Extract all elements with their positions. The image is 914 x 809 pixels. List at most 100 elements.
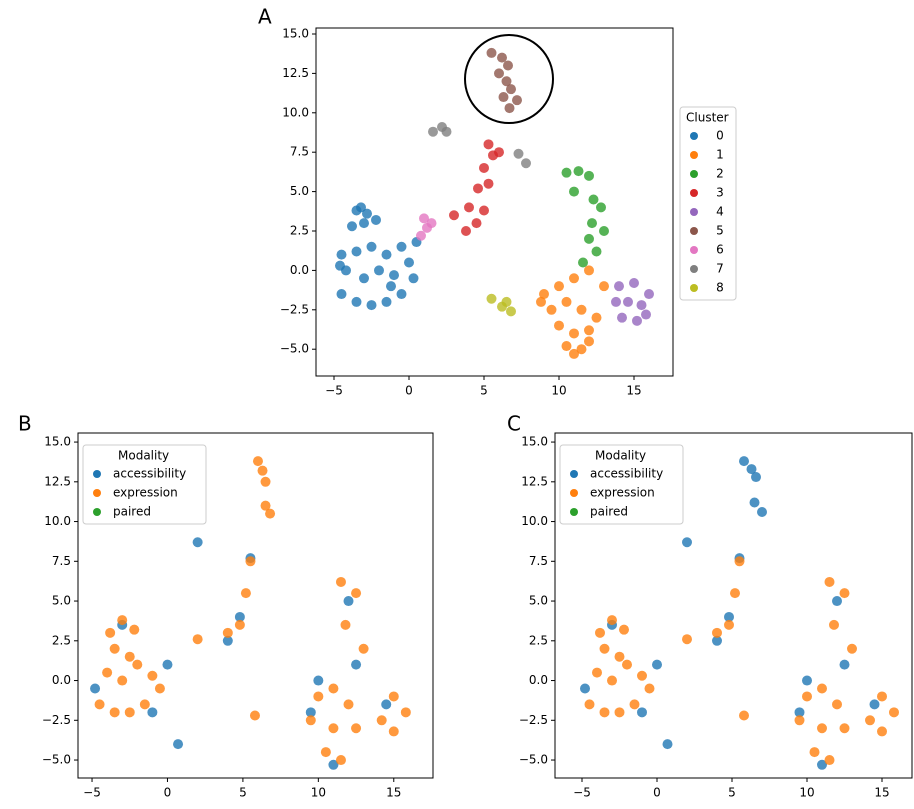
point bbox=[599, 643, 610, 654]
legend-label: expression bbox=[590, 486, 655, 500]
x-tick-label: 10 bbox=[311, 786, 326, 800]
point bbox=[356, 202, 366, 213]
point bbox=[829, 619, 839, 630]
point bbox=[366, 241, 377, 252]
y-tick-label: 10.0 bbox=[44, 514, 71, 528]
y-tick-label: 15.0 bbox=[282, 26, 309, 40]
point bbox=[426, 218, 437, 229]
x-tick-label: 15 bbox=[626, 384, 641, 398]
point bbox=[584, 233, 594, 244]
point bbox=[473, 183, 483, 194]
x-tick-label: 0 bbox=[653, 786, 661, 800]
point bbox=[249, 710, 260, 721]
x-tick-label: 5 bbox=[480, 384, 488, 398]
point bbox=[629, 278, 639, 289]
y-tick-label: 2.5 bbox=[52, 633, 71, 647]
legend-label: accessibility bbox=[113, 467, 186, 481]
y-tick-label: −2.5 bbox=[519, 713, 548, 727]
point bbox=[595, 627, 605, 638]
point bbox=[109, 707, 120, 718]
point bbox=[494, 147, 504, 158]
legend-label: 6 bbox=[716, 243, 724, 257]
legend-label: 7 bbox=[716, 262, 724, 276]
point bbox=[117, 615, 128, 626]
highlight-circle bbox=[464, 34, 554, 124]
point bbox=[222, 635, 233, 646]
legend: Modality accessibility expression paired bbox=[559, 444, 684, 525]
point bbox=[817, 683, 827, 694]
point bbox=[408, 273, 419, 284]
x-tick-label: 10 bbox=[551, 384, 566, 398]
y-tick-label: 0.0 bbox=[52, 673, 71, 687]
point bbox=[486, 47, 497, 58]
y-tick-label: 2.5 bbox=[290, 224, 309, 238]
y-tick-label: 0.0 bbox=[529, 673, 548, 687]
point bbox=[865, 715, 875, 726]
point bbox=[847, 643, 857, 654]
point bbox=[222, 627, 233, 638]
legend-label: 4 bbox=[716, 205, 724, 219]
point bbox=[192, 537, 203, 548]
point bbox=[599, 707, 610, 718]
legend-label: paired bbox=[113, 505, 151, 519]
plot-frame bbox=[554, 432, 913, 779]
point bbox=[154, 683, 165, 694]
point bbox=[483, 178, 494, 189]
legend-title: Cluster bbox=[686, 111, 729, 125]
point bbox=[561, 296, 572, 307]
point bbox=[749, 497, 760, 508]
point bbox=[416, 230, 426, 241]
point bbox=[479, 162, 489, 173]
legend-box bbox=[679, 106, 737, 301]
point bbox=[471, 218, 482, 229]
point bbox=[584, 699, 595, 710]
point bbox=[584, 170, 594, 181]
y-tick-label: 10.0 bbox=[521, 514, 548, 528]
y-tick-label: 5.0 bbox=[52, 594, 71, 608]
point bbox=[173, 739, 184, 750]
point bbox=[724, 611, 734, 622]
legend-marker bbox=[570, 508, 578, 516]
point bbox=[521, 158, 531, 169]
point bbox=[824, 755, 835, 766]
point bbox=[712, 627, 722, 638]
point bbox=[359, 218, 369, 229]
point bbox=[839, 588, 850, 599]
x-tick-label: 0 bbox=[164, 786, 172, 800]
point bbox=[257, 465, 268, 476]
point bbox=[479, 205, 489, 216]
point bbox=[340, 619, 351, 630]
point bbox=[802, 675, 812, 686]
point bbox=[335, 576, 346, 587]
point bbox=[824, 576, 835, 587]
point bbox=[802, 691, 812, 702]
plot-frame bbox=[315, 27, 674, 377]
point bbox=[381, 249, 392, 260]
point bbox=[794, 707, 805, 718]
point bbox=[117, 675, 128, 686]
point bbox=[576, 344, 587, 355]
legend-label: 0 bbox=[716, 129, 724, 143]
x-tick-label: −5 bbox=[83, 786, 101, 800]
y-tick-label: 12.5 bbox=[44, 474, 71, 488]
legend-box bbox=[559, 444, 684, 525]
legend-label: accessibility bbox=[590, 467, 663, 481]
panel-label: A bbox=[258, 5, 272, 29]
point bbox=[584, 336, 594, 347]
y-tick-label: −5.0 bbox=[280, 342, 309, 356]
point bbox=[351, 296, 362, 307]
point bbox=[637, 670, 647, 681]
y-tick-label: 5.0 bbox=[529, 594, 548, 608]
point bbox=[147, 670, 158, 681]
point bbox=[561, 167, 572, 178]
y-tick-label: −2.5 bbox=[280, 302, 309, 316]
point bbox=[592, 667, 602, 678]
point bbox=[381, 699, 392, 710]
point bbox=[371, 214, 381, 225]
point bbox=[132, 659, 143, 670]
point bbox=[461, 226, 471, 236]
point bbox=[746, 464, 757, 475]
point bbox=[501, 296, 512, 307]
point bbox=[234, 619, 245, 630]
point bbox=[614, 707, 625, 718]
